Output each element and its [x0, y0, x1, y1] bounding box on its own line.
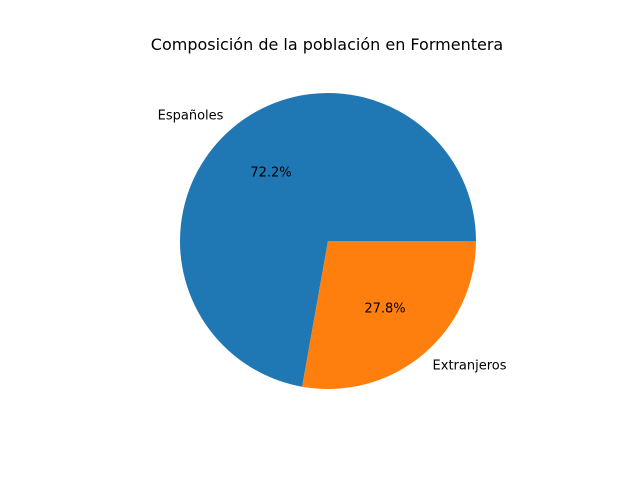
slice-label: Extranjeros	[433, 358, 507, 373]
pie-slice	[180, 93, 476, 387]
percent-label: 27.8%	[364, 302, 405, 317]
pie-slice	[302, 241, 476, 390]
chart-title: Composición de la población en Formenter…	[151, 35, 503, 54]
percent-label: 72.2%	[250, 165, 291, 180]
slice-label: Españoles	[158, 109, 224, 124]
pie-slices	[180, 93, 476, 390]
pie-labels: Españoles 72.2% Extranjeros 27.8%	[158, 109, 507, 374]
